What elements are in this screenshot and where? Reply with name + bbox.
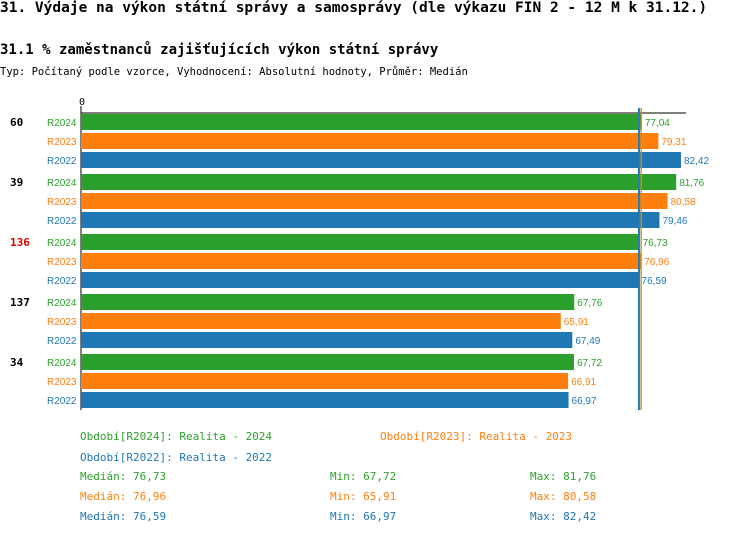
- legend-item: Období[R2023]: Realita - 2023: [380, 430, 573, 443]
- bar-value-label: 76,59: [642, 276, 667, 287]
- bar: [81, 272, 639, 288]
- bar-value-label: 65,91: [564, 317, 589, 328]
- chart-subtitle: 31.1 % zaměstnanců zajišťujících výkon s…: [0, 42, 439, 58]
- bar: [81, 332, 573, 348]
- legend-item: Období[R2024]: Realita - 2024: [80, 430, 273, 443]
- x-axis-zero-label: 0: [79, 97, 85, 108]
- stat-max: Max: 81,76: [530, 470, 597, 483]
- series-label: R2024: [47, 118, 77, 129]
- group-label: 136: [10, 236, 30, 249]
- stat-median: Medián: 76,96: [80, 490, 167, 503]
- series-label: R2023: [47, 257, 77, 268]
- bar: [81, 114, 642, 130]
- series-label: R2022: [47, 396, 77, 407]
- bar: [81, 234, 640, 250]
- group-label: 60: [10, 116, 23, 129]
- page-title: 31. Výdaje na výkon státní správy a samo…: [0, 0, 708, 16]
- series-label: R2023: [47, 197, 77, 208]
- bar-value-label: 77,04: [645, 118, 670, 129]
- bar-value-label: 76,73: [643, 238, 668, 249]
- series-label: R2024: [47, 178, 77, 189]
- bar-value-label: 76,96: [644, 257, 669, 268]
- bar-value-label: 79,46: [662, 216, 687, 227]
- bar: [81, 212, 660, 228]
- series-label: R2023: [47, 317, 77, 328]
- bar: [81, 294, 575, 310]
- bar: [81, 253, 642, 269]
- stat-min: Min: 66,97: [330, 510, 397, 523]
- series-label: R2024: [47, 358, 77, 369]
- series-label: R2024: [47, 298, 77, 309]
- bar-value-label: 66,91: [571, 377, 596, 388]
- bar: [81, 392, 569, 408]
- bar-value-label: 67,72: [577, 358, 602, 369]
- legend-item: Období[R2022]: Realita - 2022: [80, 451, 273, 464]
- series-label: R2022: [47, 216, 77, 227]
- group-label: 34: [10, 356, 24, 369]
- bar: [81, 193, 668, 209]
- bar-value-label: 80,58: [671, 197, 696, 208]
- series-label: R2023: [47, 137, 77, 148]
- bar: [81, 313, 561, 329]
- bar-value-label: 66,97: [572, 396, 597, 407]
- bar: [81, 133, 659, 149]
- stat-median: Medián: 76,59: [80, 510, 167, 523]
- bar-value-label: 67,49: [575, 336, 600, 347]
- bar: [81, 354, 574, 370]
- series-label: R2022: [47, 276, 77, 287]
- bar: [81, 174, 677, 190]
- stat-median: Medián: 76,73: [80, 470, 167, 483]
- series-label: R2022: [47, 156, 77, 167]
- series-label: R2022: [47, 336, 77, 347]
- stat-min: Min: 65,91: [330, 490, 397, 503]
- stat-min: Min: 67,72: [330, 470, 397, 483]
- series-label: R2023: [47, 377, 77, 388]
- bar: [81, 152, 681, 168]
- stat-max: Max: 80,58: [530, 490, 597, 503]
- bar-value-label: 79,31: [661, 137, 686, 148]
- bar-value-label: 67,76: [577, 298, 602, 309]
- stat-max: Max: 82,42: [530, 510, 597, 523]
- group-label: 39: [10, 176, 23, 189]
- series-label: R2024: [47, 238, 77, 249]
- chart-meta: Typ: Počítaný podle vzorce, Vyhodnocení:…: [0, 66, 468, 78]
- group-label: 137: [10, 296, 30, 309]
- bar-value-label: 81,76: [679, 178, 704, 189]
- bar-value-label: 82,42: [684, 156, 709, 167]
- bar: [81, 373, 569, 389]
